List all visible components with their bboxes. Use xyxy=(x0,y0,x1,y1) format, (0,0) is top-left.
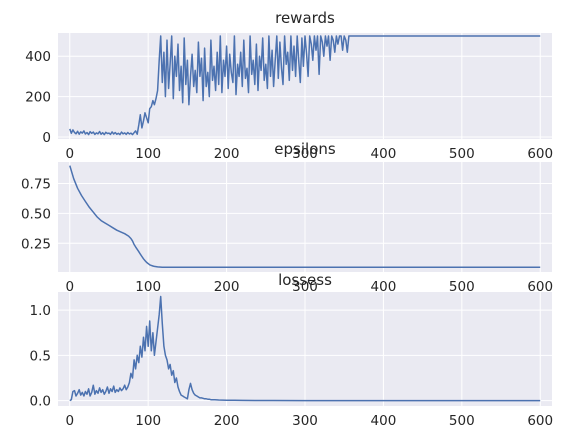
subplot-epsilons: 0 100 200 300 400 500 600 0.25 0.50 0.75 epsilon… xyxy=(21,140,553,295)
subplot-lossess: 0 100 200 300 400 500 600 0.0 0.5 1.0 lossess xyxy=(30,271,554,429)
gridlines xyxy=(58,162,552,272)
y-tick-label: 0.25 xyxy=(21,236,51,252)
x-tick-label: 600 xyxy=(527,413,553,429)
x-tick-label: 400 xyxy=(371,413,397,429)
subplot-rewards: 0 100 200 300 400 500 600 0 200 400 rewards xyxy=(25,9,553,162)
series-line xyxy=(69,295,541,402)
x-tick-label: 600 xyxy=(527,279,553,295)
y-tick-label: 0 xyxy=(42,130,51,146)
x-tick-label: 0 xyxy=(65,146,74,162)
y-tick-label: 1.0 xyxy=(30,303,51,319)
x-tick-labels: 0 100 200 300 400 500 600 xyxy=(65,279,553,295)
chart-title: epsilons xyxy=(274,140,336,158)
x-tick-label: 100 xyxy=(135,279,161,295)
x-tick-label: 200 xyxy=(214,146,240,162)
x-tick-label: 500 xyxy=(449,279,475,295)
y-tick-labels: 0.25 0.50 0.75 xyxy=(21,177,51,253)
y-tick-label: 200 xyxy=(25,90,51,106)
x-tick-label: 0 xyxy=(65,413,74,429)
chart-title: rewards xyxy=(275,9,335,27)
series-line xyxy=(69,165,541,268)
x-tick-label: 400 xyxy=(371,279,397,295)
x-tick-label: 300 xyxy=(292,413,318,429)
x-tick-label: 400 xyxy=(371,146,397,162)
x-tick-label: 300 xyxy=(292,146,318,162)
y-tick-label: 0.75 xyxy=(21,177,51,193)
x-tick-labels: 0 100 200 300 400 500 600 xyxy=(65,146,553,162)
x-tick-label: 200 xyxy=(214,279,240,295)
y-tick-label: 0.5 xyxy=(30,348,51,364)
y-tick-label: 0.50 xyxy=(21,206,51,222)
y-tick-labels: 0 200 400 xyxy=(25,49,51,146)
x-tick-label: 100 xyxy=(135,413,161,429)
y-tick-label: 400 xyxy=(25,49,51,65)
chart-title: lossess xyxy=(278,271,332,289)
x-tick-labels: 0 100 200 300 400 500 600 xyxy=(65,413,553,429)
x-tick-label: 300 xyxy=(292,279,318,295)
series-line xyxy=(69,35,541,136)
x-tick-label: 500 xyxy=(449,146,475,162)
x-tick-label: 100 xyxy=(135,146,161,162)
x-tick-label: 0 xyxy=(65,279,74,295)
x-tick-label: 500 xyxy=(449,413,475,429)
x-tick-label: 600 xyxy=(527,146,553,162)
y-tick-labels: 0.0 0.5 1.0 xyxy=(30,303,51,409)
y-tick-label: 0.0 xyxy=(30,394,51,410)
x-tick-label: 200 xyxy=(214,413,240,429)
